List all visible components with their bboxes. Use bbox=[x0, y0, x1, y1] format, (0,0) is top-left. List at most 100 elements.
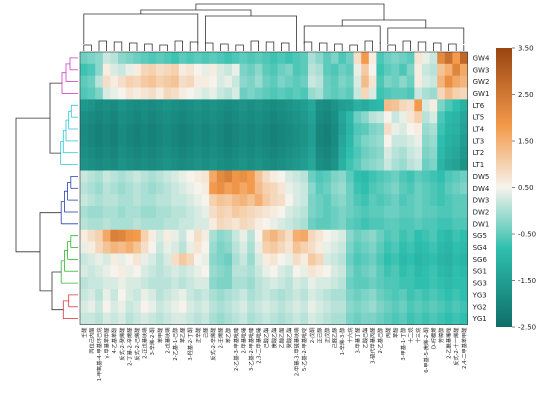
heatmap-cell bbox=[80, 146, 88, 159]
heatmap-cell bbox=[163, 170, 172, 183]
heatmap-cell bbox=[194, 146, 202, 159]
heatmap-cell bbox=[163, 241, 172, 254]
heatmap-cell bbox=[239, 253, 248, 266]
heatmap-cell bbox=[87, 206, 96, 219]
heatmap-cell bbox=[315, 217, 324, 231]
heatmap-cell bbox=[361, 111, 370, 124]
heatmap-cell bbox=[361, 217, 370, 231]
heatmap-cell bbox=[391, 194, 400, 207]
heatmap-cell bbox=[391, 253, 400, 266]
heatmap-cell bbox=[118, 182, 126, 195]
heatmap-cell bbox=[429, 277, 438, 290]
heatmap-cell bbox=[95, 87, 104, 100]
heatmap-cell bbox=[429, 123, 438, 136]
heatmap-cell bbox=[110, 217, 119, 231]
heatmap-cell bbox=[391, 146, 400, 159]
heatmap-cell bbox=[209, 300, 218, 313]
heatmap-cell bbox=[399, 289, 408, 302]
heatmap-cell bbox=[156, 75, 164, 88]
heatmap-cell bbox=[308, 87, 316, 100]
heatmap-cell bbox=[156, 194, 164, 207]
column-label: 4-乙基苯酚 bbox=[110, 327, 118, 354]
heatmap-cell bbox=[102, 87, 111, 100]
heatmap-cell bbox=[148, 312, 157, 325]
heatmap-cell bbox=[452, 206, 461, 219]
heatmap-cell bbox=[338, 146, 347, 159]
heatmap-cell bbox=[156, 312, 164, 325]
column-dendro-branch bbox=[341, 19, 427, 28]
heatmap-cell bbox=[300, 229, 309, 242]
row-label: YG2 bbox=[472, 303, 487, 311]
column-label: 癸酸乙酯 bbox=[285, 328, 293, 349]
heatmap-cell bbox=[148, 158, 157, 171]
heatmap-cell bbox=[414, 111, 423, 124]
heatmap-cell bbox=[285, 253, 294, 266]
column-label: 反式-2-己烯醛 bbox=[133, 327, 141, 361]
heatmap-cell bbox=[391, 312, 400, 325]
heatmap-cell bbox=[368, 253, 377, 266]
heatmap-cell bbox=[201, 194, 210, 207]
heatmap-cell bbox=[171, 170, 180, 183]
heatmap-cell bbox=[95, 253, 104, 266]
heatmap-cell bbox=[102, 300, 111, 313]
heatmap-cell bbox=[277, 289, 286, 302]
column-label: 3-甲基丁醛 bbox=[353, 327, 361, 354]
heatmap-cell bbox=[384, 111, 392, 124]
heatmap-cell bbox=[133, 111, 142, 124]
heatmap-cell bbox=[125, 63, 134, 76]
heatmap-cell bbox=[315, 111, 324, 124]
heatmap-cell bbox=[156, 146, 164, 159]
heatmap-cell bbox=[376, 289, 385, 302]
column-label: 3-羟基-2-丁酮 bbox=[186, 328, 194, 361]
heatmap-cell bbox=[315, 123, 324, 136]
heatmap-cell bbox=[102, 277, 111, 290]
heatmap-cell bbox=[414, 63, 423, 76]
heatmap-cell bbox=[353, 63, 362, 76]
heatmap-cell bbox=[270, 52, 278, 65]
heatmap-cell bbox=[277, 194, 286, 207]
heatmap-cell bbox=[452, 158, 461, 171]
column-dendro-branch bbox=[432, 42, 442, 51]
column-label: 2-壬烯醛 bbox=[217, 327, 225, 349]
heatmap-cell bbox=[209, 146, 218, 159]
heatmap-cell bbox=[140, 146, 149, 159]
heatmap-cell bbox=[368, 300, 377, 313]
heatmap-cell bbox=[384, 134, 392, 148]
heatmap-cell bbox=[262, 52, 271, 65]
heatmap-cell bbox=[239, 111, 248, 124]
heatmap-cell bbox=[323, 99, 332, 112]
heatmap-cell bbox=[125, 253, 134, 266]
heatmap-cell bbox=[330, 289, 339, 302]
heatmap-cell bbox=[224, 146, 233, 159]
heatmap-cell bbox=[285, 265, 294, 278]
heatmap-cell bbox=[422, 300, 430, 313]
heatmap-cell bbox=[300, 300, 309, 313]
heatmap-cell bbox=[118, 277, 126, 290]
heatmap-cell bbox=[300, 99, 309, 112]
heatmap-cell bbox=[102, 111, 111, 124]
heatmap-cell bbox=[125, 146, 134, 159]
row-label: SG1 bbox=[473, 268, 487, 276]
row-label: GW1 bbox=[473, 90, 490, 98]
heatmap-cell bbox=[406, 146, 415, 159]
heatmap-cell bbox=[422, 170, 430, 183]
heatmap-cell bbox=[118, 289, 126, 302]
heatmap-cell bbox=[399, 241, 408, 254]
heatmap-cell bbox=[460, 111, 468, 124]
row-dendro-branch bbox=[64, 250, 68, 272]
heatmap-cell bbox=[209, 87, 218, 100]
heatmap-cell bbox=[346, 265, 354, 278]
heatmap-cell bbox=[186, 52, 195, 65]
heatmap-cell bbox=[156, 217, 164, 231]
heatmap-cell bbox=[201, 75, 210, 88]
heatmap-cell bbox=[330, 111, 339, 124]
heatmap-cell bbox=[460, 253, 468, 266]
heatmap-cell bbox=[460, 75, 468, 88]
heatmap-cell bbox=[353, 52, 362, 65]
heatmap-cell bbox=[247, 63, 256, 76]
heatmap-cell bbox=[346, 241, 354, 254]
heatmap-cell bbox=[87, 134, 96, 148]
heatmap-cell bbox=[216, 289, 225, 302]
heatmap-cell bbox=[361, 158, 370, 171]
heatmap-cell bbox=[414, 253, 423, 266]
